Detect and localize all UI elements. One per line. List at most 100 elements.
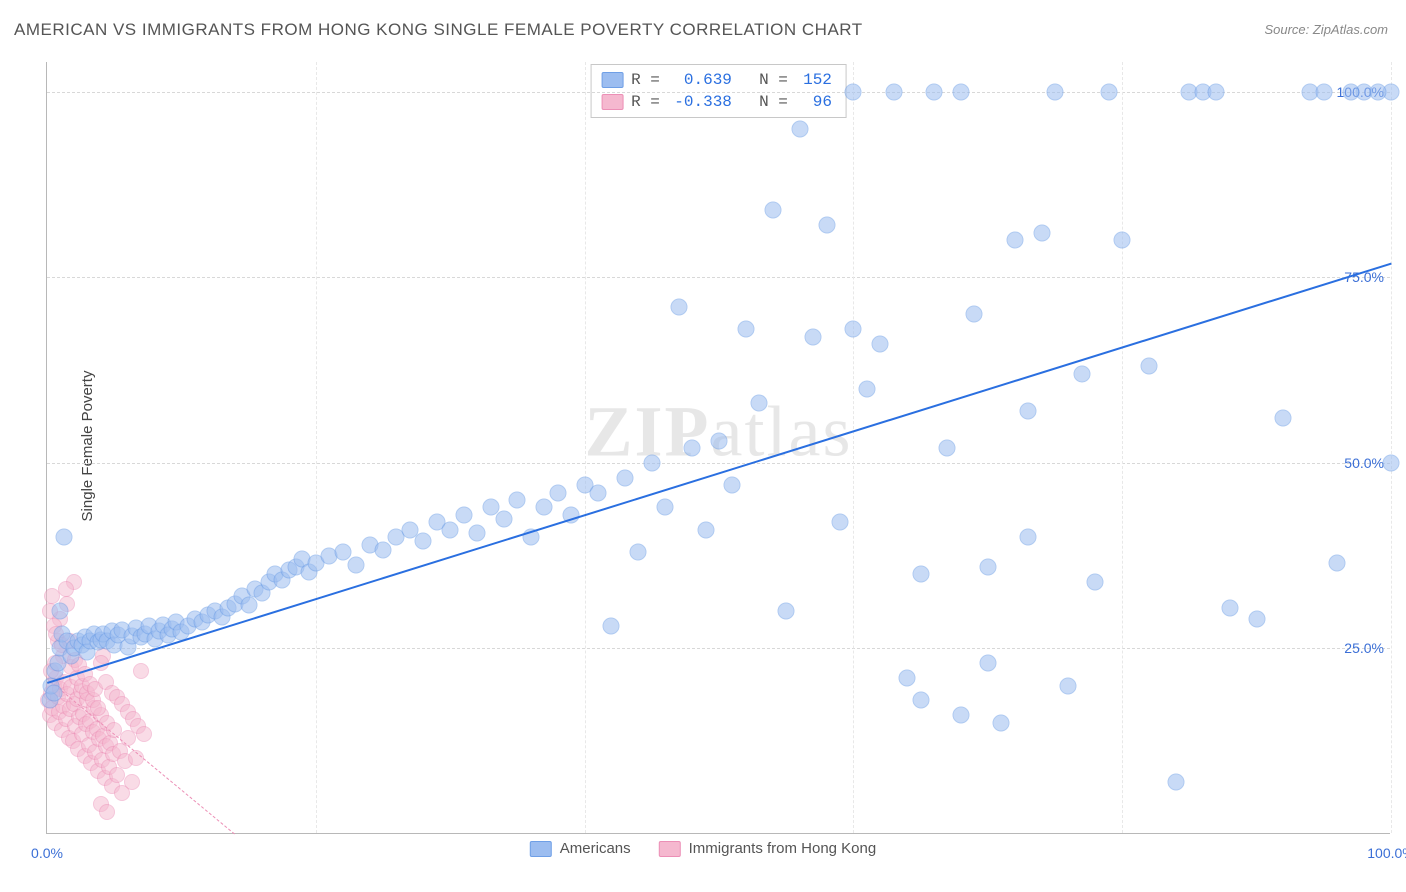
data-point-americans: [1020, 529, 1037, 546]
gridline-horizontal: [47, 648, 1390, 649]
x-tick-label: 100.0%: [1367, 845, 1406, 861]
data-point-americans: [56, 529, 73, 546]
data-point-americans: [952, 83, 969, 100]
data-point-americans: [590, 484, 607, 501]
data-point-americans: [831, 514, 848, 531]
data-point-americans: [939, 440, 956, 457]
y-tick-label: 50.0%: [1344, 455, 1384, 471]
data-point-americans: [643, 454, 660, 471]
data-point-americans: [778, 603, 795, 620]
data-point-americans: [805, 328, 822, 345]
x-tick-label: 0.0%: [31, 845, 63, 861]
data-point-americans: [455, 506, 472, 523]
data-point-americans: [495, 510, 512, 527]
data-point-americans: [737, 321, 754, 338]
stat-label: N =: [740, 93, 788, 111]
data-point-americans: [1020, 402, 1037, 419]
gridline-vertical: [1391, 62, 1392, 833]
data-point-americans: [858, 380, 875, 397]
data-point-americans: [1369, 83, 1386, 100]
data-point-hongkong: [58, 581, 74, 597]
stats-row-hongkong: R = -0.338 N = 96: [601, 91, 832, 113]
stat-label: N =: [740, 71, 788, 89]
gridline-vertical: [316, 62, 317, 833]
data-point-hongkong: [133, 663, 149, 679]
data-point-americans: [912, 566, 929, 583]
data-point-americans: [899, 670, 916, 687]
data-point-hongkong: [90, 700, 106, 716]
data-point-americans: [334, 543, 351, 560]
data-point-americans: [885, 83, 902, 100]
data-point-americans: [684, 440, 701, 457]
data-point-americans: [509, 491, 526, 508]
gridline-vertical: [853, 62, 854, 833]
data-point-americans: [751, 395, 768, 412]
data-point-americans: [469, 525, 486, 542]
data-point-americans: [818, 217, 835, 234]
data-point-americans: [603, 618, 620, 635]
swatch-hongkong: [659, 841, 681, 857]
data-point-americans: [1100, 83, 1117, 100]
data-point-americans: [1329, 555, 1346, 572]
data-point-americans: [791, 120, 808, 137]
data-point-americans: [670, 298, 687, 315]
data-point-americans: [375, 542, 392, 559]
data-point-americans: [711, 432, 728, 449]
data-point-americans: [415, 532, 432, 549]
legend-label-hongkong: Immigrants from Hong Kong: [689, 840, 877, 857]
bottom-legend: Americans Immigrants from Hong Kong: [530, 840, 876, 857]
y-tick-label: 25.0%: [1344, 640, 1384, 656]
trend-line-hongkong: [46, 678, 235, 835]
data-point-americans: [52, 603, 69, 620]
stat-label: R =: [631, 71, 660, 89]
data-point-americans: [1248, 610, 1265, 627]
trend-line-americans: [47, 262, 1392, 683]
data-point-americans: [1141, 358, 1158, 375]
data-point-americans: [1047, 83, 1064, 100]
data-point-americans: [45, 684, 62, 701]
plot-area: ZIPatlas R = 0.639 N = 152 R = -0.338 N …: [46, 62, 1390, 834]
data-point-americans: [549, 484, 566, 501]
swatch-americans: [601, 72, 623, 88]
swatch-hongkong: [601, 94, 623, 110]
data-point-americans: [1167, 774, 1184, 791]
data-point-americans: [966, 306, 983, 323]
legend-label-americans: Americans: [560, 840, 631, 857]
gridline-horizontal: [47, 463, 1390, 464]
source-attribution: Source: ZipAtlas.com: [1264, 22, 1388, 37]
data-point-americans: [697, 521, 714, 538]
data-point-hongkong: [136, 726, 152, 742]
data-point-americans: [872, 336, 889, 353]
legend-item-americans: Americans: [530, 840, 631, 857]
data-point-americans: [1208, 83, 1225, 100]
data-point-americans: [724, 477, 741, 494]
stat-r-americans: 0.639: [668, 71, 732, 89]
data-point-americans: [536, 499, 553, 516]
data-point-americans: [979, 558, 996, 575]
data-point-americans: [1221, 599, 1238, 616]
data-point-americans: [1087, 573, 1104, 590]
data-point-americans: [657, 499, 674, 516]
data-point-americans: [1060, 677, 1077, 694]
data-point-americans: [1342, 83, 1359, 100]
data-point-americans: [912, 692, 929, 709]
data-point-americans: [616, 469, 633, 486]
data-point-americans: [1073, 365, 1090, 382]
gridline-horizontal: [47, 277, 1390, 278]
data-point-hongkong: [99, 804, 115, 820]
data-point-americans: [979, 655, 996, 672]
data-point-americans: [764, 202, 781, 219]
data-point-americans: [1006, 232, 1023, 249]
data-point-americans: [1275, 410, 1292, 427]
gridline-vertical: [1122, 62, 1123, 833]
data-point-americans: [993, 714, 1010, 731]
stat-r-hongkong: -0.338: [668, 93, 732, 111]
data-point-americans: [845, 321, 862, 338]
gridline-vertical: [585, 62, 586, 833]
data-point-americans: [845, 83, 862, 100]
data-point-americans: [926, 83, 943, 100]
data-point-americans: [952, 707, 969, 724]
stat-n-americans: 152: [796, 71, 832, 89]
data-point-americans: [240, 597, 257, 614]
data-point-americans: [442, 521, 459, 538]
